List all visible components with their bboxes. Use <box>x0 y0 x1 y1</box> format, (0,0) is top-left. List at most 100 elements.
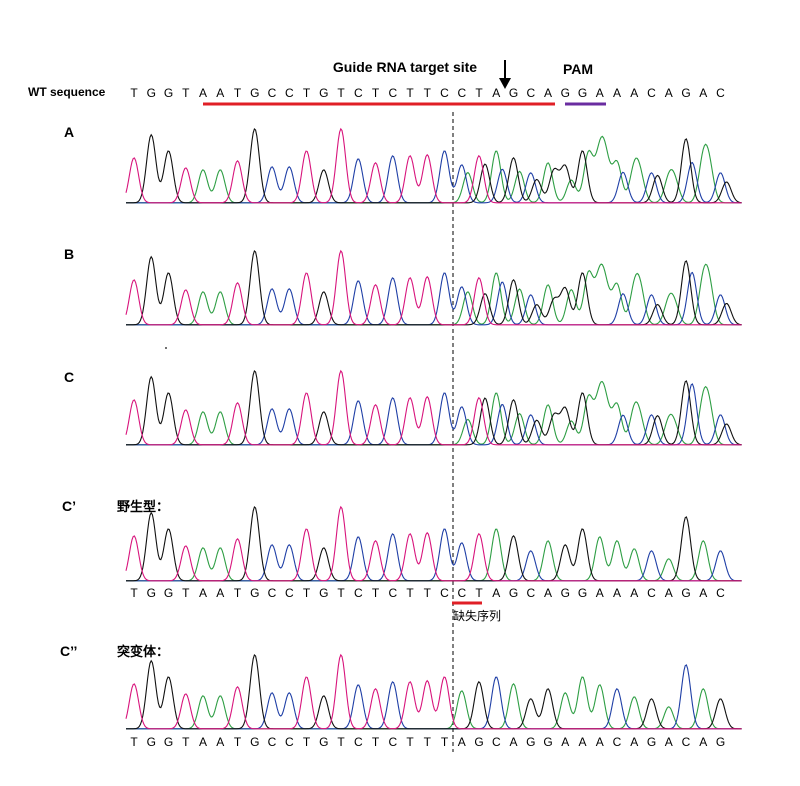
wt-base-17: T <box>424 86 432 100</box>
trace-c-channel <box>126 528 742 582</box>
trace-g-channel <box>126 654 742 730</box>
wt-row-base-6: T <box>234 586 242 600</box>
stray-dot <box>165 347 167 349</box>
trace-t-channel <box>125 369 742 446</box>
wt-base-20: T <box>475 86 483 100</box>
wt-base-18: C <box>440 86 449 100</box>
panel-label-c: C <box>64 369 74 385</box>
wt-base-19: C <box>457 86 466 100</box>
wt-row-base-5: A <box>216 586 224 600</box>
wt-row-base-4: A <box>199 586 207 600</box>
mutant-row-base-21: C <box>492 735 501 749</box>
panel-label-a: A <box>64 124 74 140</box>
wt-row-base-30: C <box>647 586 656 600</box>
mutant-row-base-0: T <box>130 735 138 749</box>
wt-row-base-0: T <box>130 586 138 600</box>
wt-base-21: A <box>492 86 500 100</box>
wt-row-base-16: T <box>406 586 414 600</box>
wt-row-base-7: G <box>250 586 259 600</box>
wt-row-base-28: A <box>613 586 621 600</box>
wt-row-base-27: A <box>596 586 604 600</box>
mutant-row-base-29: A <box>630 735 638 749</box>
mutant-row-base-20: G <box>474 735 483 749</box>
guide-rna-title: Guide RNA target site <box>333 59 477 75</box>
mutant-row-base-12: T <box>337 735 345 749</box>
chromatogram-trace-c <box>125 369 742 446</box>
wt-row-base-34: C <box>716 586 725 600</box>
wt-base-31: A <box>665 86 673 100</box>
mutant-row-base-7: G <box>250 735 259 749</box>
mutant-row-base-19: A <box>458 735 466 749</box>
wt-base-11: G <box>319 86 328 100</box>
mutant-row-base-9: C <box>285 735 294 749</box>
mutant-row-base-2: G <box>164 735 173 749</box>
mutant-row-base-11: G <box>319 735 328 749</box>
mutant-row-base-28: C <box>613 735 622 749</box>
mutant-row-base-4: A <box>199 735 207 749</box>
mutant-row-base-10: T <box>303 735 311 749</box>
wt-base-15: C <box>388 86 397 100</box>
wt-base-5: A <box>216 86 224 100</box>
wt-row-base-32: G <box>681 586 690 600</box>
wt-base-22: G <box>509 86 518 100</box>
wt-base-29: A <box>630 86 638 100</box>
trace-g-channel <box>126 128 742 204</box>
wt-sequence-label: WT sequence <box>28 85 106 99</box>
trace-g-channel <box>126 250 742 326</box>
wt-base-24: A <box>544 86 552 100</box>
wt-base-2: G <box>164 86 173 100</box>
mutant-row-base-18: T <box>441 735 449 749</box>
trace-a-channel <box>126 263 742 326</box>
wt-row-base-10: T <box>303 586 311 600</box>
wt-base-33: A <box>699 86 707 100</box>
trace-t-channel <box>125 127 742 204</box>
mutant-row-base-25: A <box>561 735 569 749</box>
mutant-row-base-6: T <box>234 735 242 749</box>
wt-row-base-14: T <box>372 586 380 600</box>
wt-base-8: C <box>268 86 277 100</box>
deletion-note: 缺失序列 <box>453 608 501 623</box>
wt-base-23: C <box>526 86 535 100</box>
mutant-row-base-13: C <box>354 735 363 749</box>
wt-base-13: C <box>354 86 363 100</box>
wt-row-base-24: A <box>544 586 552 600</box>
trace-a-channel <box>126 135 742 204</box>
mutant-row-base-8: C <box>268 735 277 749</box>
mutant-row-base-22: A <box>509 735 517 749</box>
wt-row-base-15: C <box>388 586 397 600</box>
wt-base-9: C <box>285 86 294 100</box>
wt-base-14: T <box>372 86 380 100</box>
wt-row-base-29: A <box>630 586 638 600</box>
mutant-row-base-27: A <box>596 735 604 749</box>
wild-type-label: 野生型： <box>117 499 169 515</box>
mutant-row-base-32: C <box>682 735 691 749</box>
chromatogram-trace-a <box>125 127 742 204</box>
wt-base-25: G <box>561 86 570 100</box>
panel-label-c-double-prime: C’’ <box>60 643 77 659</box>
wt-row-base-20: T <box>475 586 483 600</box>
mutant-row-base-33: A <box>699 735 707 749</box>
pam-label: PAM <box>563 61 593 77</box>
wt-base-7: G <box>250 86 259 100</box>
wt-row-base-21: A <box>492 586 500 600</box>
wt-row-base-23: C <box>526 586 535 600</box>
wt-row-base-12: T <box>337 586 345 600</box>
trace-c-channel <box>126 271 742 326</box>
cut-site-arrow-icon <box>499 60 511 89</box>
wt-row-base-19: C <box>457 586 466 600</box>
wt-base-6: T <box>234 86 242 100</box>
mutant-row-base-15: C <box>388 735 397 749</box>
wt-base-4: A <box>199 86 207 100</box>
mutant-row-base-30: G <box>647 735 656 749</box>
chromatogram-trace-c-double-prime <box>125 653 742 730</box>
wt-base-34: C <box>716 86 725 100</box>
mutant-row-base-31: A <box>665 735 673 749</box>
wt-base-26: G <box>578 86 587 100</box>
mutant-row-base-24: G <box>543 735 552 749</box>
wt-row-base-25: G <box>561 586 570 600</box>
wt-row-base-13: C <box>354 586 363 600</box>
trace-t-channel <box>125 653 742 730</box>
mutant-label: 突变体： <box>117 644 169 660</box>
